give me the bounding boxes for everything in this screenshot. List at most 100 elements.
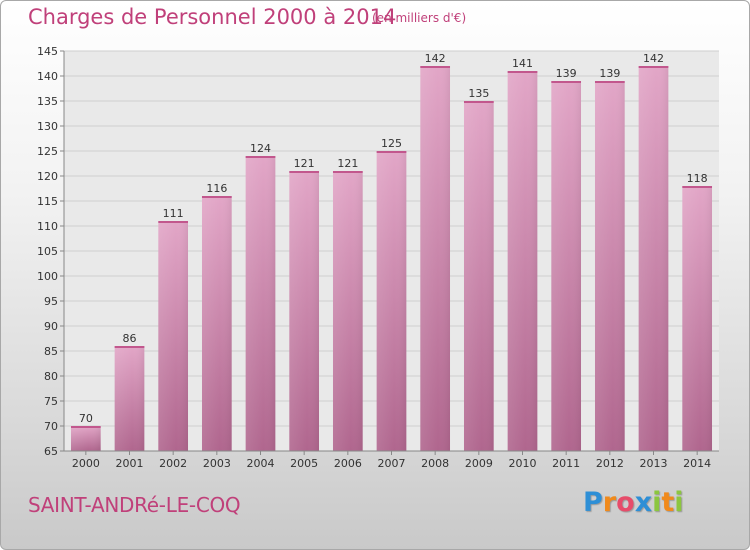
data-label: 70 [79, 412, 93, 425]
bar-top [289, 171, 320, 173]
proxiti-logo: Proxiti [583, 487, 684, 518]
x-tick-label: 2002 [159, 457, 187, 470]
y-tick-label: 75 [44, 395, 58, 408]
data-labels: 70 86 111 116 124 121 121 125 142 135 141 139 139 142… [79, 52, 708, 425]
bar-2003 [201, 196, 232, 451]
y-tick-label: 90 [44, 320, 58, 333]
bar-2010 [507, 71, 538, 451]
logo-letter: P [583, 487, 603, 518]
y-tick-label: 110 [37, 220, 58, 233]
logo-letter: i [652, 487, 662, 518]
data-label: 118 [687, 172, 708, 185]
bar-2000 [70, 426, 101, 451]
x-tick-label: 2004 [247, 457, 275, 470]
data-label: 141 [512, 57, 533, 70]
x-tick-label: 2013 [640, 457, 668, 470]
bar-shade [507, 71, 538, 451]
x-tick-label: 2012 [596, 457, 624, 470]
data-label: 121 [294, 157, 315, 170]
bar-shade [158, 221, 189, 451]
bar-2002 [158, 221, 189, 451]
bar-top [594, 81, 625, 83]
x-tick-label: 2003 [203, 457, 231, 470]
y-tick-label: 95 [44, 295, 58, 308]
bar-shade [551, 81, 582, 451]
bar-shade [376, 151, 407, 451]
chart-subtitle: (en milliers d'€) [372, 11, 467, 25]
bar-top [245, 156, 276, 158]
x-tick-label: 2009 [465, 457, 493, 470]
x-tick-label: 2001 [116, 457, 144, 470]
bar-shade [332, 171, 363, 451]
y-tick-label: 105 [37, 245, 58, 258]
y-tick-label: 115 [37, 195, 58, 208]
bar-shade [420, 66, 451, 451]
y-tick-label: 145 [37, 45, 58, 58]
bar-top [158, 221, 189, 223]
y-tick-label: 130 [37, 120, 58, 133]
chart-title: Charges de Personnel 2000 à 2014 [28, 5, 397, 29]
bar-shade [682, 186, 713, 451]
bar-2008 [420, 66, 451, 451]
y-tick-label: 85 [44, 345, 58, 358]
bar-top [114, 346, 145, 348]
x-tick-label: 2010 [509, 457, 537, 470]
data-label: 121 [337, 157, 358, 170]
bar-2011 [551, 81, 582, 451]
bar-shade [201, 196, 232, 451]
y-tick-label: 70 [44, 420, 58, 433]
y-tick-label: 65 [44, 445, 58, 458]
x-tick-label: 2006 [334, 457, 362, 470]
data-label: 116 [206, 182, 227, 195]
bar-top [638, 66, 669, 68]
y-tick-label: 80 [44, 370, 58, 383]
bar-2006 [332, 171, 363, 451]
y-axis-tick-labels: 65 70 75 80 85 90 95 100 105 110 115 120 125 130 135 14… [37, 45, 58, 458]
data-label: 139 [599, 67, 620, 80]
bar-shade [638, 66, 669, 451]
bar-top [507, 71, 538, 73]
data-label: 135 [468, 87, 489, 100]
bar-shade [70, 426, 101, 451]
y-tick-label: 100 [37, 270, 58, 283]
bar-2007 [376, 151, 407, 451]
x-tick-label: 2000 [72, 457, 100, 470]
bar-2005 [289, 171, 320, 451]
axes [60, 50, 719, 455]
data-label: 139 [556, 67, 577, 80]
bar-2004 [245, 156, 276, 451]
logo-letter: x [634, 487, 653, 518]
x-tick-label: 2007 [378, 457, 406, 470]
bar-shade [289, 171, 320, 451]
y-tick-label: 140 [37, 70, 58, 83]
bar-top [682, 186, 713, 188]
bar-2013 [638, 66, 669, 451]
data-label: 86 [123, 332, 137, 345]
data-label: 125 [381, 137, 402, 150]
x-axis-tick-labels: 2000 2001 2002 2003 2004 2005 2006 2007 2008 2009… [72, 457, 711, 470]
data-label: 142 [425, 52, 446, 65]
y-tick-label: 135 [37, 95, 58, 108]
bar-shade [594, 81, 625, 451]
bar-top [332, 171, 363, 173]
bar-2009 [463, 101, 494, 451]
x-tick-label: 2008 [421, 457, 449, 470]
bar-top [70, 426, 101, 428]
data-label: 111 [163, 207, 184, 220]
data-label: 142 [643, 52, 664, 65]
logo-letter: o [616, 487, 635, 518]
x-tick-label: 2005 [290, 457, 318, 470]
bar-shade [245, 156, 276, 451]
x-tick-label: 2011 [552, 457, 580, 470]
logo-letter: t [661, 487, 675, 518]
bar-2014 [682, 186, 713, 451]
bar-2012 [594, 81, 625, 451]
y-tick-label: 125 [37, 145, 58, 158]
x-tick-label: 2014 [683, 457, 711, 470]
bar-shade [114, 346, 145, 451]
y-tick-label: 120 [37, 170, 58, 183]
logo-letter: i [674, 487, 684, 518]
data-label: 124 [250, 142, 271, 155]
